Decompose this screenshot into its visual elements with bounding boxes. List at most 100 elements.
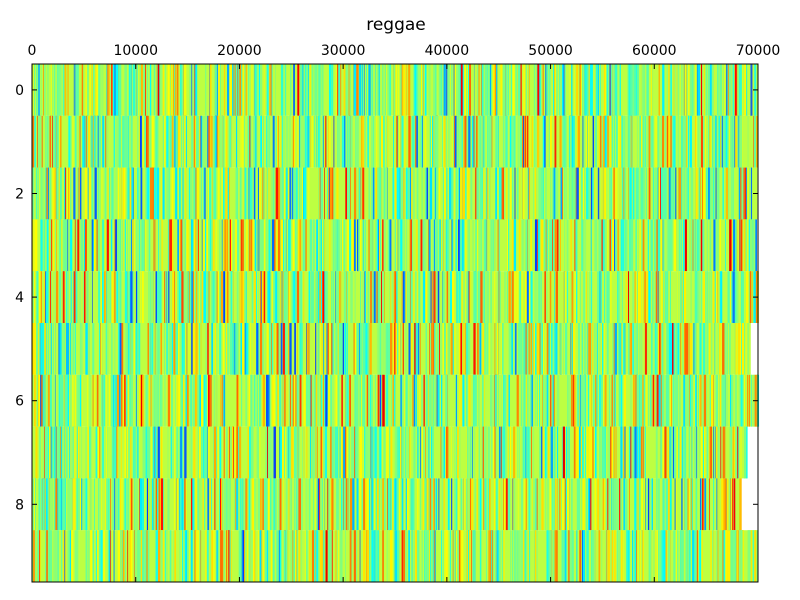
- heatmap-stripe: [285, 219, 287, 272]
- heatmap-stripe: [120, 167, 122, 220]
- heatmap-stripe: [209, 64, 211, 116]
- heatmap-stripe: [251, 426, 253, 479]
- heatmap-stripe: [87, 374, 89, 427]
- heatmap-stripe: [111, 323, 113, 375]
- heatmap-stripe: [717, 374, 720, 427]
- heatmap-stripe: [440, 426, 442, 479]
- heatmap-stripe: [310, 271, 313, 323]
- heatmap-stripe: [463, 219, 467, 272]
- heatmap-stripe: [580, 478, 582, 531]
- heatmap-stripe: [495, 323, 496, 375]
- heatmap-stripe: [298, 374, 300, 427]
- heatmap-stripe: [698, 374, 701, 427]
- heatmap-stripe: [271, 167, 274, 220]
- heatmap-stripe: [180, 426, 183, 479]
- heatmap-stripe: [736, 323, 738, 375]
- heatmap-stripe: [327, 167, 328, 220]
- heatmap-stripe: [507, 478, 509, 531]
- heatmap-stripe: [463, 323, 465, 375]
- heatmap-stripe: [78, 478, 79, 531]
- heatmap-stripe: [599, 426, 602, 479]
- heatmap-stripe: [246, 323, 249, 375]
- heatmap-stripe: [329, 323, 331, 375]
- heatmap-stripe: [117, 323, 120, 375]
- heatmap-stripe: [537, 219, 539, 272]
- heatmap-stripe: [307, 115, 310, 168]
- heatmap-stripe: [561, 64, 564, 116]
- heatmap-stripe: [610, 167, 612, 220]
- heatmap-stripe: [623, 167, 625, 220]
- heatmap-stripe: [723, 64, 726, 116]
- heatmap-stripe: [608, 64, 610, 116]
- heatmap-stripe: [166, 167, 169, 220]
- heatmap-stripe: [636, 115, 639, 168]
- heatmap-stripe: [331, 271, 333, 323]
- heatmap-stripe: [247, 426, 250, 479]
- heatmap-stripe: [540, 271, 542, 323]
- heatmap-stripe: [237, 219, 240, 272]
- heatmap-stripe: [402, 374, 404, 427]
- heatmap-stripe: [717, 271, 719, 323]
- heatmap-stripe: [508, 426, 509, 479]
- heatmap-stripe: [734, 115, 736, 168]
- heatmap-stripe: [343, 478, 346, 531]
- heatmap-stripe: [648, 271, 651, 323]
- heatmap-stripe: [325, 374, 328, 427]
- heatmap-stripe: [624, 323, 626, 375]
- heatmap-stripe: [243, 323, 246, 375]
- heatmap-stripe: [549, 323, 551, 375]
- heatmap-stripe: [550, 426, 553, 479]
- heatmap-stripe: [590, 323, 593, 375]
- heatmap-stripe: [610, 64, 613, 116]
- heatmap-stripe: [251, 271, 254, 323]
- heatmap-stripe: [654, 115, 657, 168]
- heatmap-stripe: [62, 374, 64, 427]
- heatmap-stripe: [275, 167, 279, 220]
- heatmap-stripe: [328, 374, 330, 427]
- heatmap-stripe: [50, 219, 53, 272]
- heatmap-stripe: [356, 426, 359, 479]
- heatmap-stripe: [615, 167, 618, 220]
- heatmap-stripe: [481, 64, 483, 116]
- heatmap-stripe: [229, 323, 232, 375]
- heatmap-stripe: [398, 426, 401, 479]
- heatmap-stripe: [200, 271, 203, 323]
- heatmap-stripe: [247, 115, 250, 168]
- heatmap-stripe: [83, 64, 84, 116]
- heatmap-stripe: [619, 167, 621, 220]
- heatmap-stripe: [680, 64, 683, 116]
- heatmap-stripe: [115, 167, 118, 220]
- heatmap-stripe: [186, 219, 189, 272]
- heatmap-stripe: [741, 374, 744, 427]
- heatmap-stripe: [545, 478, 547, 531]
- heatmap-stripe: [131, 64, 134, 116]
- heatmap-stripe: [604, 167, 607, 220]
- heatmap-stripe: [195, 323, 198, 375]
- heatmap-stripe: [42, 478, 44, 531]
- heatmap-stripe: [545, 426, 548, 479]
- heatmap-stripe: [633, 64, 636, 116]
- heatmap-stripe: [571, 271, 574, 323]
- heatmap-stripe: [67, 271, 69, 323]
- heatmap-stripe: [537, 374, 539, 427]
- heatmap-stripe: [597, 271, 600, 323]
- heatmap-stripe: [508, 323, 512, 375]
- heatmap-stripe: [687, 478, 689, 531]
- heatmap-stripe: [471, 115, 474, 168]
- heatmap-stripe: [73, 167, 76, 220]
- heatmap-stripe: [214, 271, 217, 323]
- heatmap-stripe: [275, 219, 277, 272]
- heatmap-stripe: [638, 426, 641, 479]
- heatmap-stripe: [65, 426, 68, 479]
- heatmap-stripe: [446, 167, 448, 220]
- heatmap-stripe: [401, 271, 403, 323]
- heatmap-stripe: [42, 426, 44, 479]
- heatmap-stripe: [372, 167, 375, 220]
- heatmap-stripe: [235, 478, 237, 531]
- heatmap-stripe: [456, 426, 459, 479]
- heatmap-stripe: [351, 219, 354, 272]
- heatmap-stripe: [390, 426, 393, 479]
- heatmap-stripe: [592, 167, 594, 220]
- heatmap-stripe: [154, 219, 156, 272]
- heatmap-stripe: [259, 426, 261, 479]
